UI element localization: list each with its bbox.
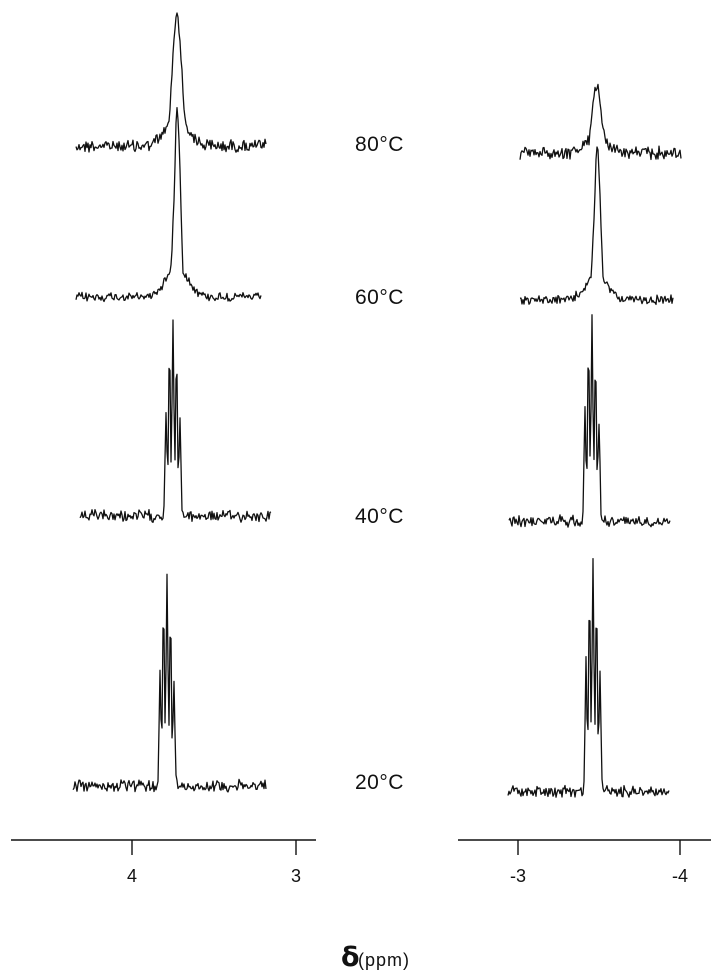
left-tick-label-4: 4 <box>127 866 137 886</box>
left-tick-label-3: 3 <box>291 866 301 886</box>
spectrum-trace-right-60 <box>519 146 674 306</box>
spectrum-trace-left-60 <box>75 107 262 303</box>
temp-label-20: 20°C <box>355 771 404 794</box>
left-x-axis: 4 3 <box>11 839 316 886</box>
spectra-traces <box>72 12 682 798</box>
right-tick-label-minus3: -3 <box>510 866 526 886</box>
spectrum-trace-right-80 <box>519 83 682 161</box>
spectrum-trace-left-80 <box>75 12 267 153</box>
spectrum-trace-left-40 <box>79 319 272 523</box>
temp-label-40: 40°C <box>355 505 404 528</box>
temp-label-80: 80°C <box>355 133 404 156</box>
temp-label-60: 60°C <box>355 286 404 309</box>
x-axis-label: δ (ppm) <box>341 942 410 973</box>
spectrum-trace-left-20 <box>72 573 267 793</box>
right-tick-label-minus4: -4 <box>672 866 688 886</box>
x-label-unit: (ppm) <box>358 950 410 970</box>
spectrum-trace-right-20 <box>507 557 670 798</box>
right-x-axis: -3 -4 <box>458 839 711 886</box>
spectrum-trace-right-40 <box>508 314 671 528</box>
x-label-delta: δ <box>341 942 360 973</box>
